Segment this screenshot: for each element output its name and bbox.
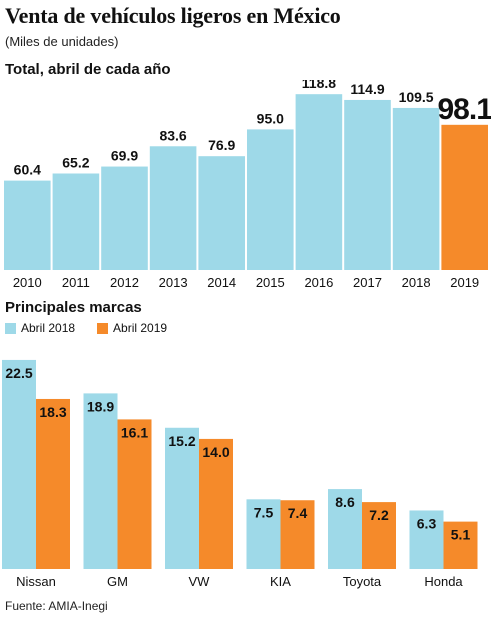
value-label-2013: 83.6 xyxy=(159,127,186,143)
bar-GM-Abril-2018 xyxy=(83,393,118,569)
legend-label-2019: Abril 2019 xyxy=(113,321,168,335)
tick-label-VW: VW xyxy=(189,574,211,589)
bar-Honda-Abril-2019 xyxy=(443,521,478,569)
bar-GM-Abril-2019 xyxy=(117,419,152,569)
value-label-GM-Abril-2018: 18.9 xyxy=(87,398,114,414)
value-label-Toyota-Abril-2019: 7.2 xyxy=(369,507,389,523)
bar-VW-Abril-2019 xyxy=(199,438,233,569)
section-total-label: Total, abril de cada año xyxy=(5,61,171,78)
bar-Nissan-Abril-2018 xyxy=(2,359,36,569)
legend-label-2018: Abril 2018 xyxy=(21,321,76,335)
bar-Honda-Abril-2018 xyxy=(409,510,444,569)
value-label-Nissan-Abril-2018: 22.5 xyxy=(5,365,32,381)
bar-VW-Abril-2018 xyxy=(165,427,199,569)
bar-KIA-Abril-2018 xyxy=(246,499,281,569)
bar-2018 xyxy=(392,107,440,270)
tick-label-2012: 2012 xyxy=(110,275,139,290)
value-label-VW-Abril-2019: 14.0 xyxy=(202,444,229,460)
source-note: Fuente: AMIA-Inegi xyxy=(5,599,108,613)
total-bar-chart: 60.4 2010 65.2 2011 69.9 2012 83.6 2013 76.9 2014… xyxy=(4,80,491,290)
bar-2015 xyxy=(247,129,294,270)
value-label-Honda-Abril-2018: 6.3 xyxy=(417,515,437,531)
value-label-Toyota-Abril-2018: 8.6 xyxy=(335,494,355,510)
legend-item-2019: Abril 2019 xyxy=(97,321,167,335)
legend-swatch-2018 xyxy=(5,322,16,334)
bar-2016 xyxy=(295,94,343,271)
tick-label-2016: 2016 xyxy=(304,275,333,290)
chart-title: Venta de vehículos ligeros en México xyxy=(5,3,341,28)
value-label-2014: 76.9 xyxy=(208,137,235,153)
bar-2014 xyxy=(198,156,245,270)
bar-2019 xyxy=(441,124,488,270)
tick-label-Honda: Honda xyxy=(424,574,463,589)
bar-2017 xyxy=(344,99,391,270)
section-brands-label: Principales marcas xyxy=(5,299,142,316)
legend-swatch-2019 xyxy=(97,322,109,334)
bar-Nissan-Abril-2019 xyxy=(36,398,70,569)
value-label-VW-Abril-2018: 15.2 xyxy=(168,433,195,449)
bar-2012 xyxy=(101,166,148,270)
value-label-2016: 118.8 xyxy=(302,80,336,91)
tick-label-2019: 2019 xyxy=(450,275,479,290)
tick-label-2014: 2014 xyxy=(207,275,236,290)
value-label-2011: 65.2 xyxy=(62,155,89,171)
tick-label-2017: 2017 xyxy=(353,275,382,290)
value-label-2019: 98.1 xyxy=(438,93,491,126)
value-label-2012: 69.9 xyxy=(111,148,138,164)
value-label-Nissan-Abril-2019: 18.3 xyxy=(39,404,66,420)
tick-label-2015: 2015 xyxy=(256,275,285,290)
tick-label-2011: 2011 xyxy=(62,275,90,290)
tick-label-2018: 2018 xyxy=(402,275,431,290)
bar-2011 xyxy=(52,173,100,270)
value-label-2015: 95.0 xyxy=(257,110,284,126)
tick-label-Nissan: Nissan xyxy=(16,574,56,589)
legend-item-2018: Abril 2018 xyxy=(5,321,75,335)
tick-label-Toyota: Toyota xyxy=(343,574,382,589)
bar-KIA-Abril-2019 xyxy=(280,500,315,569)
bar-Toyota-Abril-2019 xyxy=(362,502,396,569)
chart-subtitle: (Miles de unidades) xyxy=(5,34,119,49)
value-label-KIA-Abril-2019: 7.4 xyxy=(288,505,308,521)
brands-legend: Abril 2018 Abril 2019 xyxy=(5,321,189,335)
value-label-GM-Abril-2019: 16.1 xyxy=(121,424,148,440)
value-label-Honda-Abril-2019: 5.1 xyxy=(451,527,471,543)
value-label-KIA-Abril-2018: 7.5 xyxy=(254,504,274,520)
value-label-2017: 114.9 xyxy=(350,81,384,97)
bar-2010 xyxy=(4,180,51,270)
bar-Toyota-Abril-2018 xyxy=(328,489,362,569)
tick-label-2010: 2010 xyxy=(13,275,42,290)
tick-label-2013: 2013 xyxy=(159,275,188,290)
value-label-2018: 109.5 xyxy=(399,89,434,105)
bar-2013 xyxy=(149,146,197,270)
tick-label-KIA: KIA xyxy=(270,574,291,589)
brands-bar-chart: 22.5 18.3 Nissan 18.9 16.1 GM 15.2 14.0 VW 7.5 7.4… xyxy=(2,359,478,589)
tick-label-GM: GM xyxy=(107,574,128,589)
value-label-2010: 60.4 xyxy=(14,162,41,178)
